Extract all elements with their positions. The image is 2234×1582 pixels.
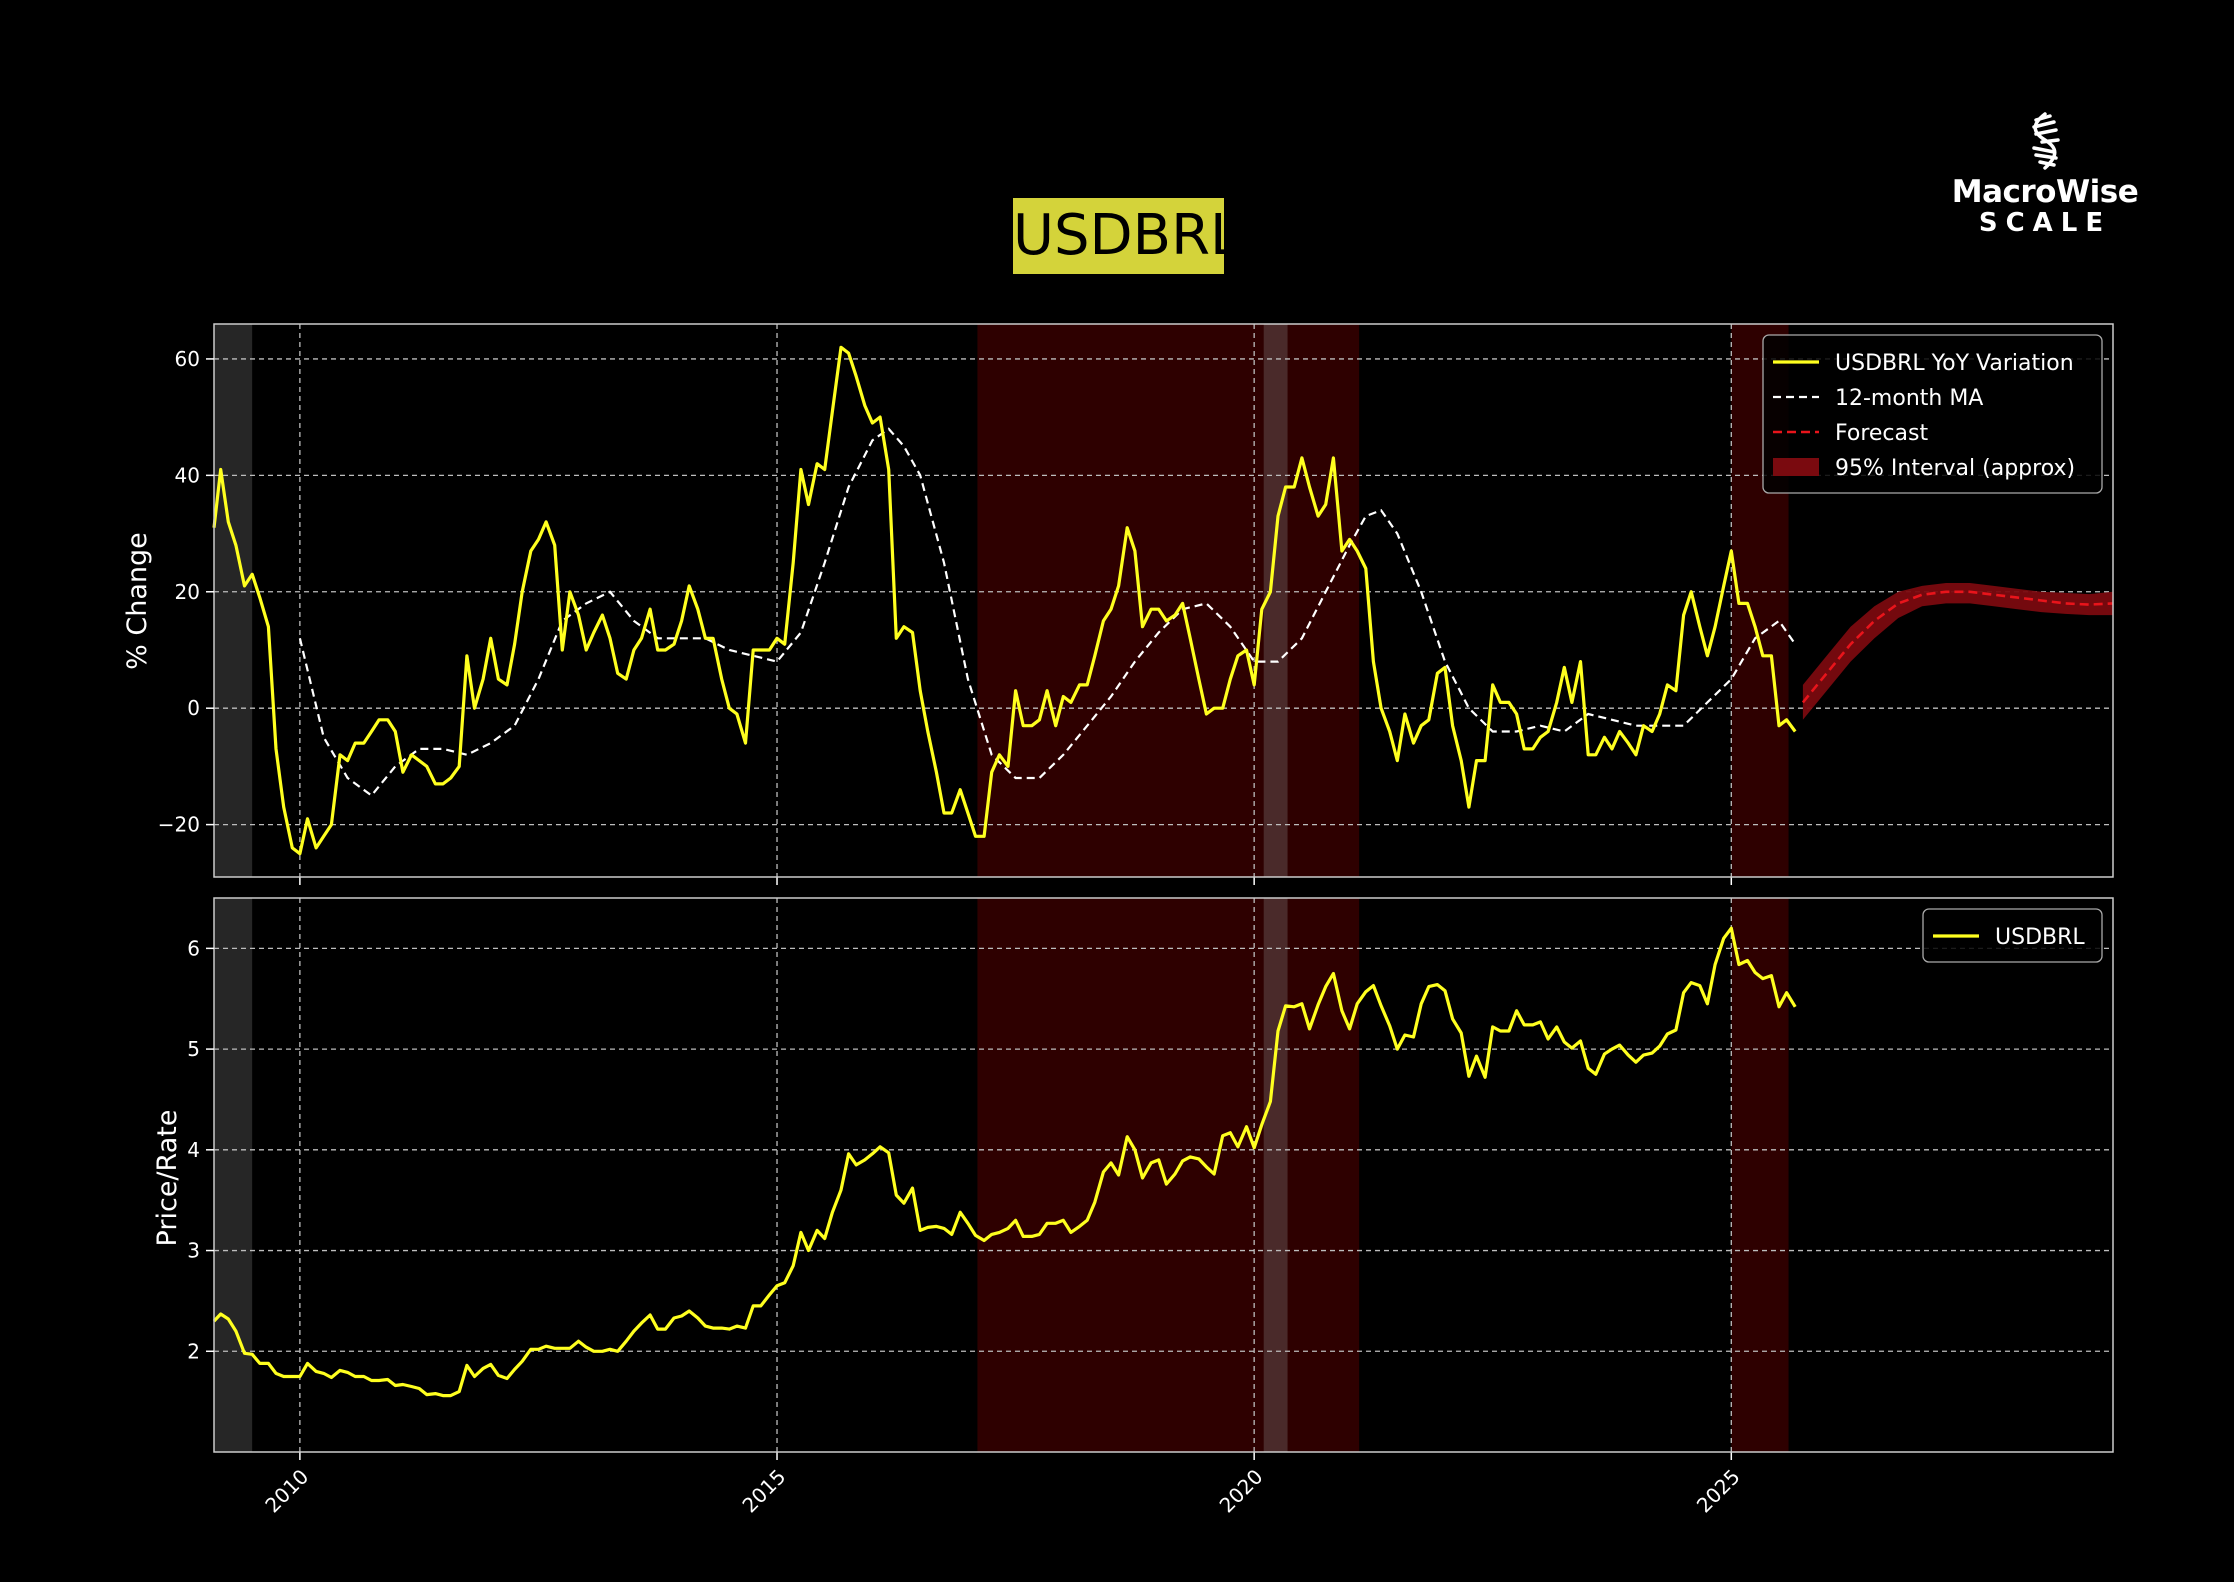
- bot-shade-1: [977, 898, 1360, 1452]
- top-legend-label-3: 95% Interval (approx): [1835, 456, 2075, 481]
- brand-logo: MacroWise SCALE: [1950, 110, 2140, 240]
- top-legend-label-0: USDBRL YoY Variation: [1835, 351, 2074, 376]
- top-plot-frame: [213, 323, 2114, 878]
- top-legend: USDBRL YoY Variation 12-month MA Forecast 9…: [1762, 334, 2103, 494]
- bot-ytick-label-3: 5: [187, 1037, 200, 1061]
- top-y-axis-label: % Change: [122, 532, 153, 670]
- forecast-line: [1801, 590, 2114, 704]
- logo-brand-text: MacroWise: [1951, 174, 2139, 210]
- top-grid: [214, 324, 2113, 885]
- bot-ytick-label-4: 6: [187, 936, 200, 960]
- ma-line: [298, 427, 1797, 798]
- bot-legend-label-0: USDBRL: [1995, 925, 2085, 950]
- logo-sub-text: SCALE: [1978, 208, 2112, 238]
- x-tick-label-2: 2020: [1215, 1464, 1268, 1517]
- bot-shade-0: [214, 898, 253, 1452]
- top-series-lines: [212, 345, 2114, 856]
- top-panel: −20 0 20 40 60 % Change USDBRL YoY Variation…: [122, 323, 2114, 885]
- bot-shade-3: [1731, 898, 1789, 1452]
- top-ytick-label-0: −20: [158, 813, 200, 837]
- bot-shade-2: [1263, 898, 1288, 1452]
- bot-ytick-label-2: 4: [187, 1138, 200, 1162]
- bottom-y-axis-label: Price/Rate: [152, 1110, 183, 1247]
- x-tick-label-0: 2010: [260, 1464, 313, 1517]
- x-ticks: 2010 2015 2020 2025: [260, 1464, 1744, 1517]
- yoy-line: [212, 345, 1797, 856]
- bot-ytick-label-1: 3: [187, 1239, 200, 1263]
- top-ytick-label-3: 40: [175, 463, 200, 487]
- chart-title: USDBRL: [1013, 198, 1241, 274]
- top-legend-label-1: 12-month MA: [1835, 386, 1983, 411]
- top-legend-swatch-3: [1773, 458, 1819, 476]
- top-legend-box: [1762, 334, 2103, 494]
- top-shade-0: [214, 324, 253, 877]
- bottom-y-ticks: 2 3 4 5 6: [187, 936, 214, 1363]
- bottom-plot-frame: [213, 897, 2114, 1453]
- top-ytick-label-4: 60: [175, 347, 200, 371]
- bottom-panel: 2 3 4 5 6 2010 2015 2020 2025 Price/Rate USDBRL: [152, 897, 2114, 1517]
- dna-spiral-icon: [2032, 112, 2060, 170]
- top-legend-label-2: Forecast: [1835, 421, 1928, 446]
- top-shade-2: [1263, 324, 1288, 877]
- bottom-legend: USDBRL: [1922, 908, 2103, 963]
- top-shade-1: [977, 324, 1360, 877]
- top-shaded-periods: [214, 324, 1789, 877]
- x-tick-label-3: 2025: [1692, 1464, 1745, 1517]
- top-ytick-label-2: 20: [175, 580, 200, 604]
- top-ytick-label-1: 0: [187, 696, 200, 720]
- x-tick-label-1: 2015: [737, 1464, 790, 1517]
- bottom-shaded-periods: [214, 898, 1789, 1452]
- price-line: [212, 926, 1797, 1398]
- top-y-ticks: −20 0 20 40 60: [158, 347, 214, 837]
- bot-legend-box: [1922, 908, 2103, 963]
- bot-ytick-label-0: 2: [187, 1339, 200, 1363]
- bottom-series-lines: [212, 926, 1797, 1398]
